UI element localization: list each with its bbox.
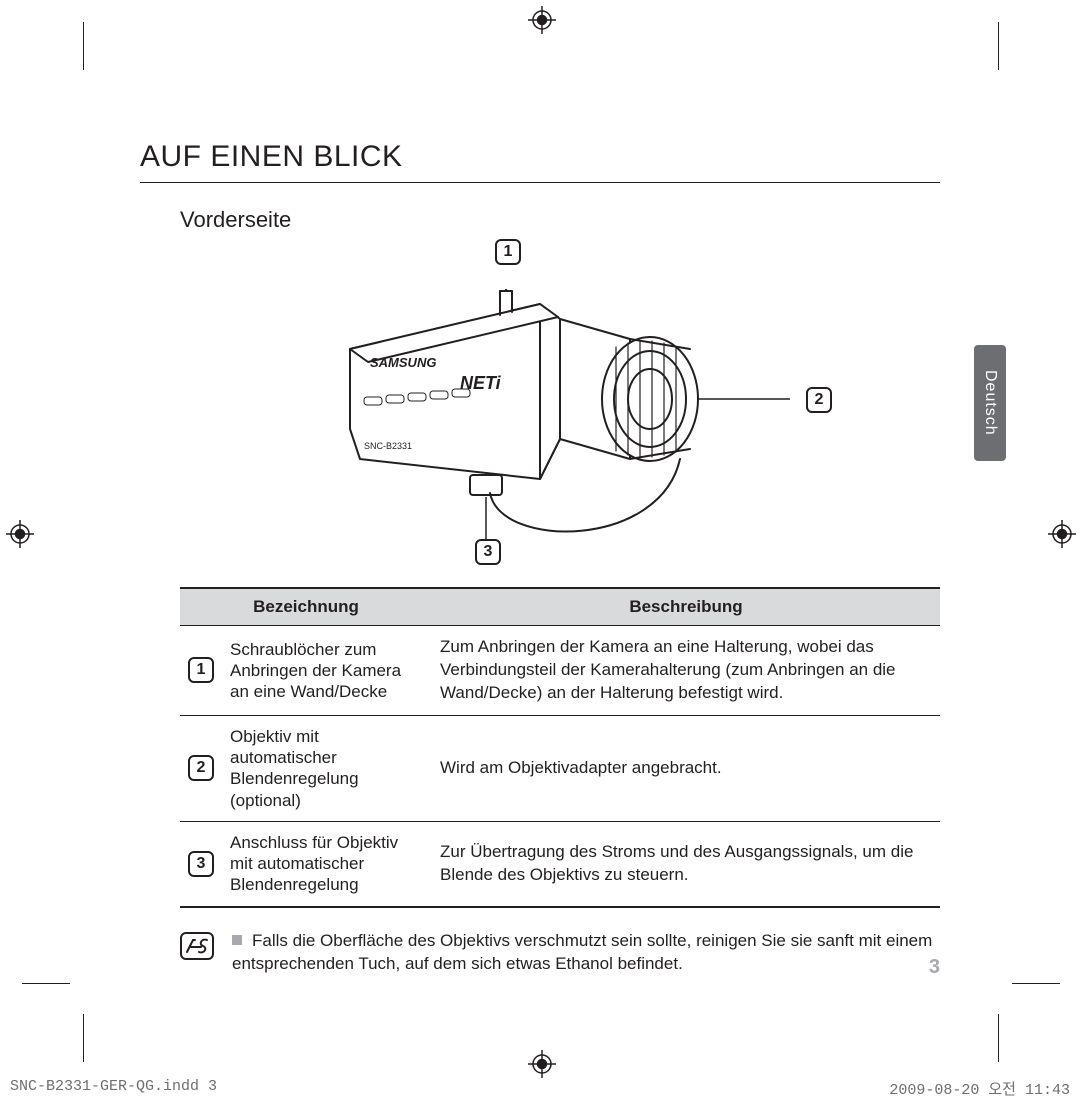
table-row: 2 Objektiv mit automatischer Blendenrege… [180, 715, 940, 821]
camera-illustration: SAMSUNG NETi SNC-B2331 [330, 289, 790, 574]
note-text: Falls die Oberfläche des Objektivs versc… [232, 930, 940, 976]
language-tab: Deutsch [974, 345, 1006, 461]
parts-table: Bezeichnung Beschreibung 1 Schraublöcher… [180, 587, 940, 908]
crop-mark [998, 1014, 999, 1062]
crop-mark [83, 1014, 84, 1062]
table-row: 3 Anschluss für Objektiv mit automatisch… [180, 821, 940, 906]
registration-mark-bottom [528, 1050, 552, 1074]
crop-mark [83, 22, 84, 70]
row-desc: Wird am Objektivadapter angebracht. [432, 715, 940, 821]
table-row: 1 Schraublöcher zum Anbringen der Kamera… [180, 626, 940, 716]
page-title: AUF EINEN BLICK [140, 140, 940, 183]
camera-model-text: SNC-B2331 [364, 441, 412, 451]
crop-mark [1012, 983, 1060, 984]
registration-mark-top [528, 6, 552, 30]
content-area: AUF EINEN BLICK Vorderseite [140, 140, 940, 975]
row-name: Objektiv mit automatischer Blendenregelu… [222, 715, 432, 821]
note-icon [180, 932, 214, 965]
camera-series-text: NETi [460, 373, 502, 393]
row-number: 1 [188, 657, 214, 683]
callout-2: 2 [806, 387, 832, 413]
registration-mark-left [6, 520, 30, 544]
footer-file: SNC-B2331-GER-QG.indd 3 [10, 1078, 217, 1099]
row-name: Schraublöcher zum Anbringen der Kamera a… [222, 626, 432, 716]
section-title: Vorderseite [180, 207, 940, 233]
registration-mark-right [1048, 520, 1072, 544]
row-number: 3 [188, 851, 214, 877]
crop-mark [998, 22, 999, 70]
language-tab-label: Deutsch [981, 370, 999, 436]
camera-diagram: SAMSUNG NETi SNC-B2331 [220, 239, 860, 579]
manual-page: Deutsch AUF EINEN BLICK Vorderseite [0, 0, 1080, 1107]
row-desc: Zur Übertragung des Stroms und des Ausga… [432, 821, 940, 906]
prepress-footer: SNC-B2331-GER-QG.indd 3 2009-08-20 오전 11… [10, 1078, 1070, 1099]
page-number: 3 [929, 956, 940, 979]
bullet-icon [232, 935, 242, 945]
row-desc: Zum Anbringen der Kamera an eine Halteru… [432, 626, 940, 716]
row-number: 2 [188, 755, 214, 781]
callout-3: 3 [475, 539, 501, 565]
col-header-desc: Beschreibung [432, 588, 940, 626]
row-name: Anschluss für Objektiv mit automatischer… [222, 821, 432, 906]
camera-brand-text: SAMSUNG [370, 355, 436, 370]
info-note: Falls die Oberfläche des Objektivs versc… [180, 930, 940, 976]
callout-1: 1 [495, 239, 521, 265]
crop-mark [22, 983, 70, 984]
footer-date: 2009-08-20 오전 11:43 [889, 1078, 1070, 1099]
col-header-name: Bezeichnung [180, 588, 432, 626]
